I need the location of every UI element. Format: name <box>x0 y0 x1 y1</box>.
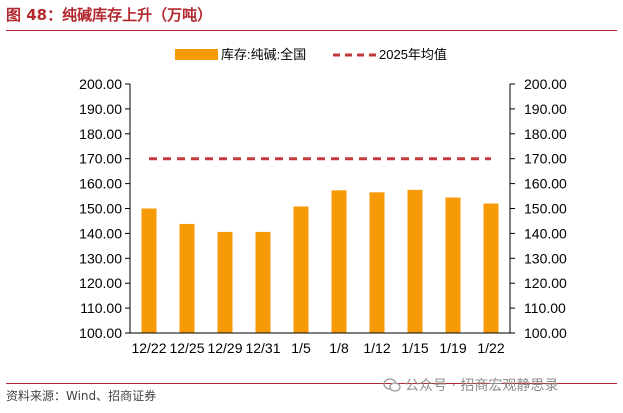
bar-series <box>141 189 499 333</box>
legend: 库存:纯碱:全国 2025年均值 <box>175 47 447 62</box>
legend-swatch-bar <box>175 49 218 60</box>
left-tick-label: 100.00 <box>79 325 122 341</box>
bar-1-22 <box>483 203 499 333</box>
bar-1-8 <box>331 190 347 333</box>
right-tick-label: 130.00 <box>524 250 567 266</box>
x-tick-label: 1/12 <box>363 340 390 356</box>
x-tick-label: 12/22 <box>131 340 166 356</box>
left-tick-label: 140.00 <box>79 225 122 241</box>
right-tick-label: 100.00 <box>524 325 567 341</box>
right-tick-label: 140.00 <box>524 225 567 241</box>
x-tick-label: 1/22 <box>477 340 504 356</box>
left-tick-label: 130.00 <box>79 250 122 266</box>
bar-1-12 <box>369 192 385 333</box>
right-tick-label: 120.00 <box>524 275 567 291</box>
bar-12-25 <box>179 223 195 333</box>
bar-12-22 <box>141 208 157 333</box>
left-tick-label: 150.00 <box>79 201 122 217</box>
right-tick-label: 170.00 <box>524 151 567 167</box>
x-tick-label: 1/8 <box>329 340 349 356</box>
x-tick-label: 12/31 <box>245 340 280 356</box>
right-tick-label: 160.00 <box>524 176 567 192</box>
bar-1-19 <box>445 197 461 333</box>
legend-label-average-line: 2025年均值 <box>379 47 447 62</box>
figure-title: 图 48：纯碱库存上升（万吨） <box>6 6 213 24</box>
right-y-axis: 100.00 110.00 120.00 130.00 140.00 150.00 160.… <box>509 76 567 341</box>
x-axis: 12/22 12/25 12/29 12/31 1/5 1/8 1/12 1/15 1/19 1/… <box>130 332 510 356</box>
bar-12-29 <box>217 231 233 333</box>
x-tick-label: 12/25 <box>169 340 204 356</box>
x-tick-label: 1/19 <box>439 340 466 356</box>
right-tick-label: 150.00 <box>524 201 567 217</box>
left-tick-label: 160.00 <box>79 176 122 192</box>
left-tick-label: 110.00 <box>80 300 122 316</box>
bar-1-5 <box>293 206 309 333</box>
left-tick-label: 190.00 <box>79 101 122 117</box>
left-tick-label: 170.00 <box>79 151 122 167</box>
watermark: 公众号 · 招商宏观静思录 <box>383 375 558 395</box>
x-tick-label: 1/15 <box>401 340 428 356</box>
left-tick-label: 200.00 <box>79 76 122 92</box>
watermark-text: 公众号 · 招商宏观静思录 <box>405 378 559 394</box>
right-tick-label: 110.00 <box>524 300 566 316</box>
bar-1-15 <box>407 189 423 333</box>
right-tick-label: 200.00 <box>524 76 567 92</box>
left-tick-label: 120.00 <box>79 275 122 291</box>
right-tick-label: 180.00 <box>524 126 567 142</box>
wechat-icon <box>383 378 401 392</box>
footer-divider <box>6 383 617 384</box>
legend-label-bar: 库存:纯碱:全国 <box>221 47 306 62</box>
x-tick-label: 1/5 <box>291 340 311 356</box>
title-divider <box>6 30 617 31</box>
x-tick-label: 12/29 <box>207 340 242 356</box>
left-y-axis: 100.00 110.00 120.00 130.00 140.00 150.00 160.… <box>79 76 131 341</box>
source-note: 资料来源：Wind、招商证券 <box>6 389 157 403</box>
left-tick-label: 180.00 <box>79 126 122 142</box>
bar-12-31 <box>255 231 271 333</box>
right-tick-label: 190.00 <box>524 101 567 117</box>
